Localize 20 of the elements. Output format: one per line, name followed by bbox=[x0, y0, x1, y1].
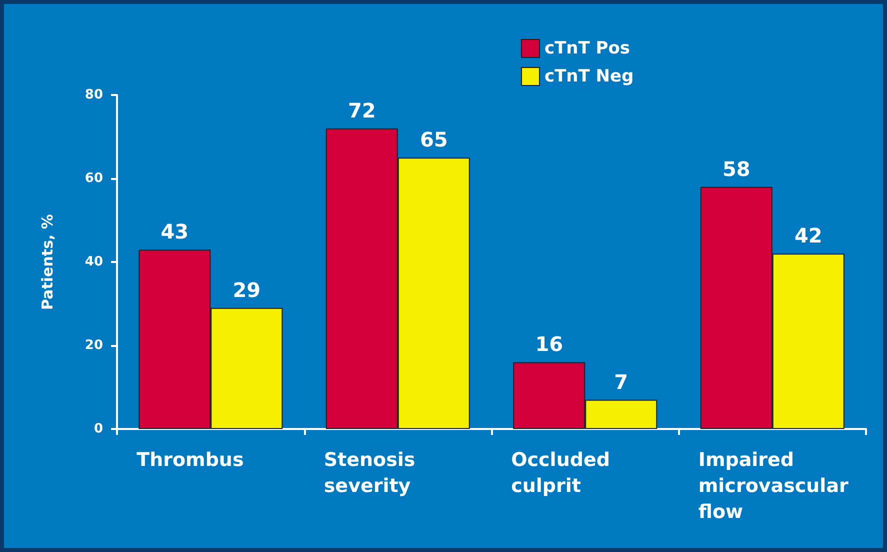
x-tick-label: Impaired microvascular flow bbox=[698, 449, 855, 523]
data-label: 29 bbox=[232, 278, 261, 302]
y-tick-label: 80 bbox=[84, 88, 103, 102]
x-tick-label: Thrombus bbox=[136, 449, 244, 471]
data-label: 42 bbox=[794, 224, 822, 248]
x-tick-label: Stenosis severity bbox=[324, 449, 422, 497]
y-axis-title: Patients, % bbox=[38, 214, 56, 310]
y-tick-label: 60 bbox=[84, 171, 103, 186]
legend-label: cTnT Neg bbox=[544, 66, 634, 86]
x-tick-label: Occluded culprit bbox=[511, 449, 617, 497]
y-tick-label: 20 bbox=[84, 338, 103, 353]
data-label: 16 bbox=[535, 332, 564, 356]
data-label: 58 bbox=[722, 156, 750, 181]
legend-label: cTnT Pos bbox=[544, 38, 630, 58]
data-label: 72 bbox=[348, 98, 376, 122]
data-label: 43 bbox=[160, 219, 189, 244]
y-tick-label: 40 bbox=[84, 254, 103, 270]
y-tick-label: 0 bbox=[94, 422, 103, 436]
data-label: 7 bbox=[614, 370, 628, 394]
data-label: 65 bbox=[420, 128, 448, 152]
